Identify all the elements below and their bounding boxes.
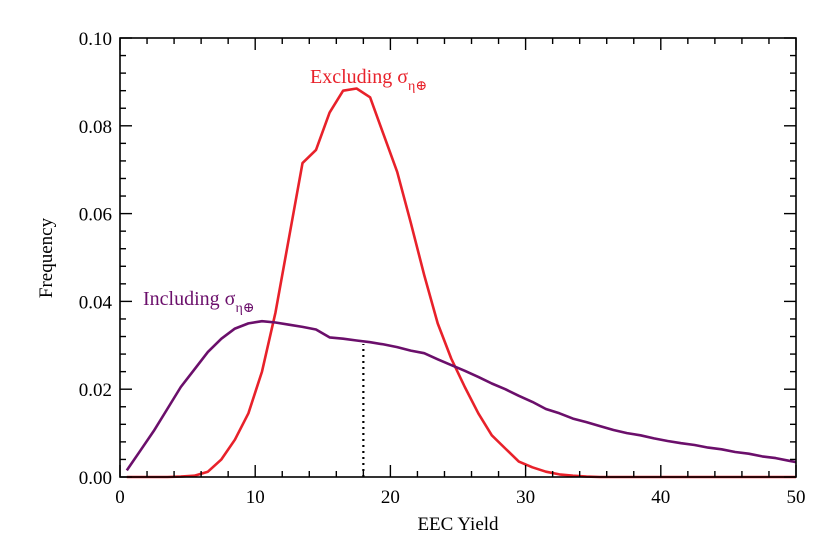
y-tick-label: 0.08 — [79, 117, 112, 138]
y-axis-label: Frequency — [36, 217, 57, 298]
y-tick-label: 0.02 — [79, 380, 112, 401]
x-tick-label: 20 — [381, 487, 400, 508]
series-label-including: Including ση⊕ — [143, 288, 255, 316]
series-label-subscript: η⊕ — [408, 79, 427, 94]
series-label-name: Excluding σ — [310, 66, 408, 88]
series-label-name: Including σ — [143, 288, 236, 310]
series-line-including — [125, 319, 797, 472]
x-tick-label: 0 — [115, 487, 125, 508]
x-tick-label: 30 — [516, 487, 535, 508]
y-tick-label: 0.06 — [79, 205, 112, 226]
plot-area — [125, 87, 797, 479]
axis-ticks — [119, 37, 797, 478]
axis-tick-labels: 0 10 20 30 40 50 0.00 0.02 0.04 0.06 0.08 0.10 — [79, 29, 806, 508]
y-tick-label: 0.10 — [79, 29, 112, 50]
series-labels: Excluding ση⊕Including ση⊕ — [143, 66, 427, 316]
x-axis-label: EEC Yield — [417, 514, 499, 535]
x-tick-label: 50 — [787, 487, 806, 508]
y-tick-label: 0.00 — [79, 468, 112, 489]
series-label-subscript: η⊕ — [235, 301, 254, 316]
x-tick-label: 10 — [246, 487, 265, 508]
plot-frame — [119, 37, 797, 478]
series-line-excluding — [126, 87, 796, 479]
x-tick-label: 40 — [651, 487, 670, 508]
series-label-excluding: Excluding ση⊕ — [310, 66, 427, 94]
y-tick-label: 0.04 — [79, 292, 113, 313]
